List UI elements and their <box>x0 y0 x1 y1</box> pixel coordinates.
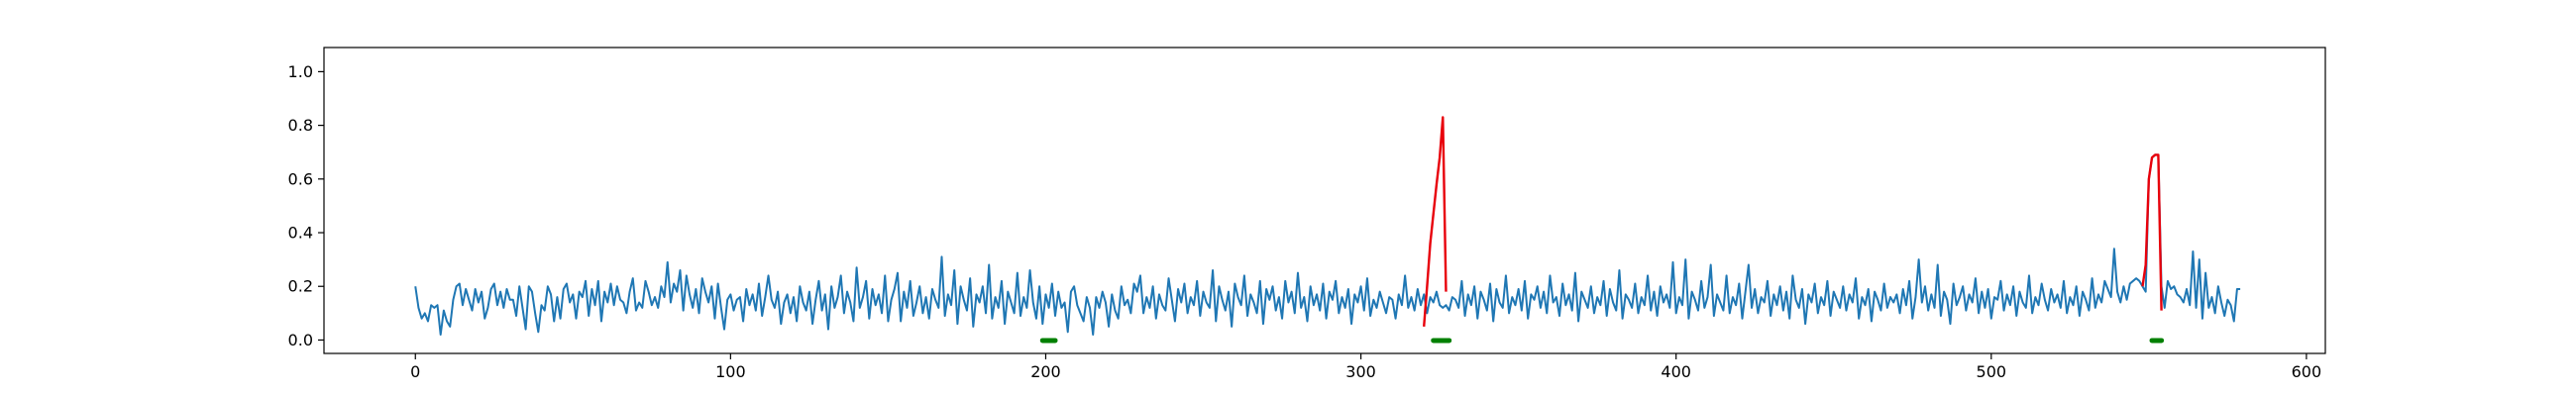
x-tick-label: 500 <box>1977 362 2007 381</box>
y-tick-label: 0.0 <box>288 331 313 349</box>
x-tick-label: 100 <box>715 362 746 381</box>
x-tick-label: 600 <box>2292 362 2322 381</box>
series-line-highlight-2 <box>2141 153 2163 311</box>
plot-series <box>414 116 2241 337</box>
x-tick-label: 300 <box>1345 362 1376 381</box>
x-tick-label: 0 <box>410 362 420 381</box>
y-axis: 0.0 0.2 0.4 0.6 0.8 1.0 <box>288 62 324 349</box>
series-line-highlight-1 <box>1423 116 1448 327</box>
series-line-signal <box>414 153 2241 337</box>
y-tick-label: 1.0 <box>288 62 313 81</box>
x-tick-label: 400 <box>1661 362 1691 381</box>
x-axis: 0 100 200 300 400 500 600 <box>410 353 2321 381</box>
y-tick-label: 0.6 <box>288 169 313 188</box>
x-tick-label: 200 <box>1030 362 1061 381</box>
y-tick-label: 0.8 <box>288 116 313 135</box>
y-tick-label: 0.4 <box>288 224 313 243</box>
plot-frame <box>323 47 2326 354</box>
y-tick-label: 0.2 <box>288 277 313 296</box>
